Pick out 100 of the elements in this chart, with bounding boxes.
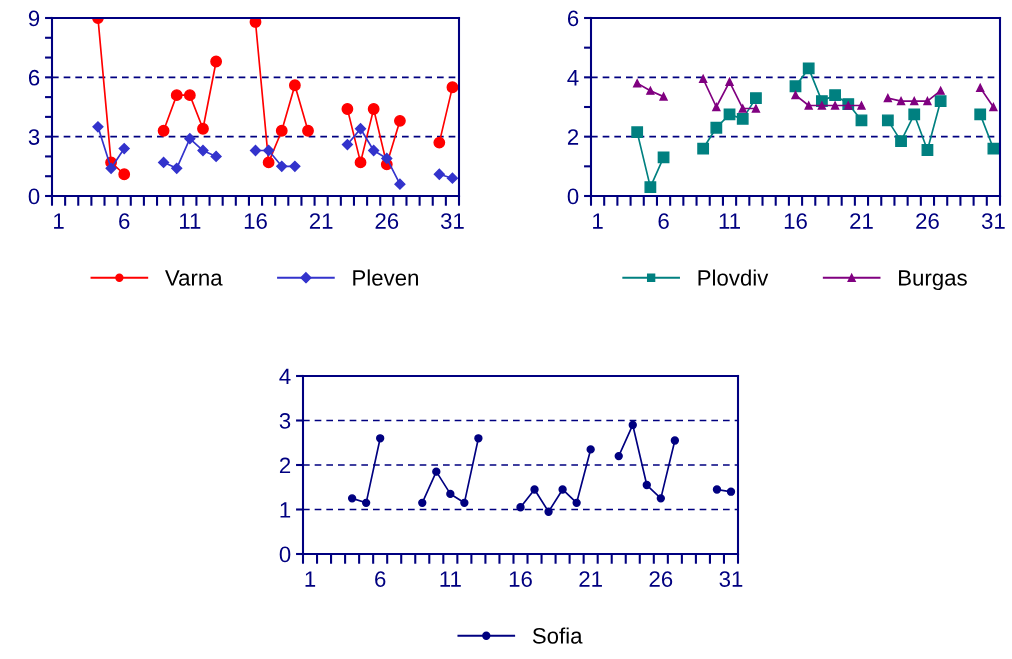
point xyxy=(341,103,354,115)
y-tick-label: 2 xyxy=(567,129,579,145)
point xyxy=(698,74,708,83)
point xyxy=(881,114,894,127)
x-tick-label: 1 xyxy=(305,571,316,587)
point xyxy=(895,135,907,148)
point xyxy=(614,451,623,461)
point xyxy=(817,101,827,110)
point xyxy=(936,86,945,95)
point xyxy=(572,498,581,507)
y-tick-label: 4 xyxy=(567,70,579,86)
legend-label: Burgas xyxy=(899,270,967,291)
point xyxy=(736,112,749,125)
point xyxy=(646,86,655,95)
point xyxy=(347,494,357,503)
point xyxy=(197,122,209,135)
point xyxy=(249,144,262,157)
point xyxy=(934,95,947,107)
point xyxy=(433,168,445,180)
point xyxy=(974,108,987,121)
point xyxy=(354,156,367,169)
point xyxy=(433,136,446,149)
point xyxy=(474,434,483,443)
x-tick-label: 6 xyxy=(375,571,386,587)
point xyxy=(210,55,223,68)
point xyxy=(726,487,736,496)
point xyxy=(197,144,209,157)
y-tick-label: 4 xyxy=(279,368,291,385)
point xyxy=(710,121,723,134)
y-tick-label: 1 xyxy=(280,502,291,518)
point xyxy=(157,124,170,137)
point xyxy=(262,156,275,169)
point xyxy=(341,138,354,151)
point xyxy=(921,144,934,156)
point xyxy=(171,162,183,174)
point xyxy=(418,498,427,507)
point xyxy=(544,507,553,516)
point xyxy=(354,123,367,135)
x-tick-label: 21 xyxy=(579,571,602,587)
point xyxy=(170,89,183,102)
point xyxy=(183,89,196,102)
point xyxy=(712,102,721,112)
point xyxy=(804,101,813,110)
x-tick-label: 16 xyxy=(784,213,807,229)
x-tick-label: 31 xyxy=(981,213,1005,229)
point xyxy=(751,104,761,113)
point xyxy=(157,156,170,168)
point xyxy=(656,494,665,503)
legend-label: Varna xyxy=(165,270,223,286)
y-tick-label: 3 xyxy=(28,129,40,145)
point xyxy=(446,489,455,499)
point xyxy=(394,114,406,127)
point xyxy=(275,124,288,137)
point xyxy=(910,96,919,106)
x-tick-label: 11 xyxy=(719,213,740,229)
point xyxy=(712,485,722,494)
point xyxy=(118,168,131,181)
y-tick-label: 3 xyxy=(279,413,291,429)
point xyxy=(446,172,459,184)
point xyxy=(302,124,314,137)
y-tick-label: 6 xyxy=(28,69,40,86)
x-tick-label: 16 xyxy=(244,213,267,229)
x-tick-label: 26 xyxy=(916,213,939,229)
point xyxy=(460,498,469,507)
x-tick-label: 31 xyxy=(440,213,464,229)
point xyxy=(446,81,459,94)
x-tick-label: 21 xyxy=(309,213,333,229)
point xyxy=(289,160,301,172)
point xyxy=(976,83,985,92)
point xyxy=(791,90,800,100)
point xyxy=(750,92,762,105)
point xyxy=(586,445,595,454)
x-tick-label: 11 xyxy=(440,571,461,587)
point xyxy=(642,480,651,490)
point xyxy=(118,142,130,155)
point xyxy=(381,152,393,165)
point xyxy=(659,92,668,101)
point xyxy=(432,467,441,476)
point xyxy=(989,102,998,112)
point xyxy=(184,133,196,145)
point xyxy=(263,144,275,157)
x-tick-label: 6 xyxy=(658,213,669,229)
x-tick-label: 21 xyxy=(850,213,873,229)
point xyxy=(644,181,657,194)
y-tick-label: 0 xyxy=(279,546,291,563)
point xyxy=(276,160,288,172)
point xyxy=(628,420,637,430)
x-tick-label: 26 xyxy=(375,213,399,229)
legend-label: Pleven xyxy=(353,269,418,286)
point xyxy=(738,104,747,113)
point xyxy=(92,121,104,133)
point xyxy=(829,89,841,102)
point xyxy=(896,96,906,106)
point xyxy=(368,144,380,157)
y-tick-label: 0 xyxy=(567,188,579,205)
point xyxy=(802,62,815,75)
point xyxy=(908,108,921,121)
point xyxy=(530,485,539,494)
x-tick-label: 1 xyxy=(593,213,603,229)
point xyxy=(670,436,680,445)
